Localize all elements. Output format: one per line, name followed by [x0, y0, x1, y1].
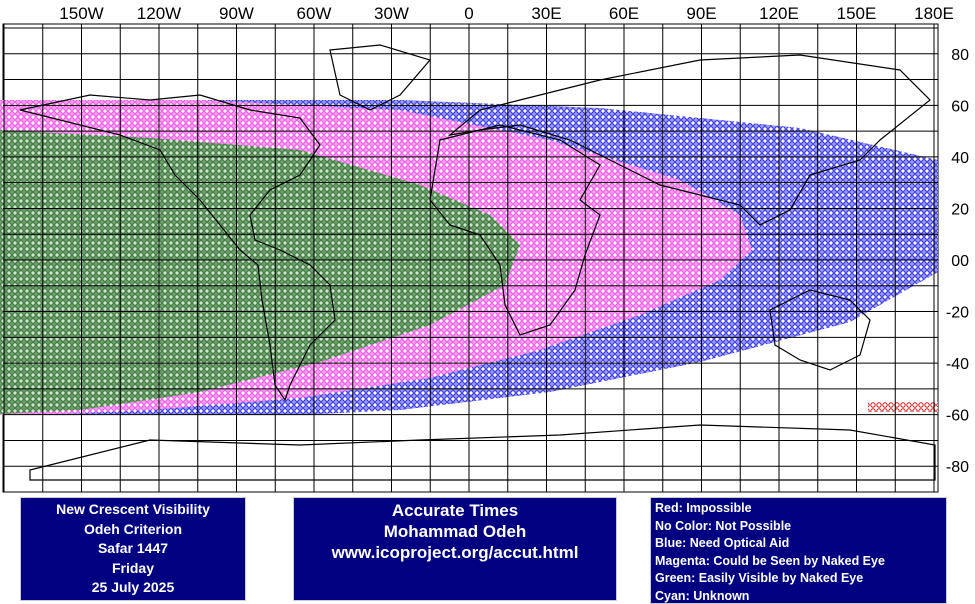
title-line: Safar 1447 — [97, 540, 169, 556]
legend-entry: Green: Easily Visible by Naked Eye — [655, 571, 864, 586]
latitude-label: -40 — [946, 356, 969, 373]
graticule — [3, 24, 938, 493]
longitude-labels: 150W 120W 90W 60W 30W 0 30E 60E 90E 120E 150E 180E — [59, 4, 954, 23]
title-line: 25 July 2025 — [91, 579, 175, 595]
legend-entry: Cyan: Unknown — [655, 588, 750, 603]
latitude-label: -60 — [946, 408, 969, 425]
latitude-label: 00 — [951, 253, 969, 270]
latitude-labels: 80 60 40 20 00 -20 -40 -60 -80 — [946, 47, 969, 476]
longitude-label: 150E — [837, 4, 877, 23]
latitude-label: 20 — [951, 201, 969, 218]
longitude-label: 120E — [759, 4, 799, 23]
title-panel: New Crescent Visibility Odeh Criterion Saf… — [20, 497, 246, 601]
visibility-map: 150W 120W 90W 60W 30W 0 30E 60E 90E 120E 150E 180E … — [0, 4, 969, 493]
credit-line: Mohammad Odeh — [383, 522, 527, 541]
impossible-zone — [868, 402, 938, 412]
longitude-label: 60E — [609, 4, 639, 23]
longitude-label: 0 — [464, 4, 473, 23]
longitude-label: 60W — [297, 4, 332, 23]
credit-line: www.icoproject.org/accut.html — [331, 543, 579, 562]
coastlines — [19, 44, 936, 481]
credit-line: Accurate Times — [391, 501, 519, 520]
longitude-label: 90W — [219, 4, 254, 23]
easily-visible-zone — [0, 130, 520, 414]
longitude-label: 150W — [59, 4, 103, 23]
latitude-label: -20 — [946, 305, 969, 322]
longitude-label: 120W — [137, 4, 181, 23]
legend-entry: Magenta: Could be Seen by Naked Eye — [655, 553, 885, 568]
latitude-label: -80 — [946, 459, 969, 476]
longitude-label: 30W — [374, 4, 409, 23]
legend-entry: No Color: Not Possible — [655, 518, 792, 533]
title-line: Friday — [111, 559, 154, 576]
title-line: Odeh Criterion — [83, 520, 182, 537]
longitude-label: 30E — [531, 4, 561, 23]
title-line: New Crescent Visibility — [56, 501, 210, 517]
longitude-label: 180E — [914, 4, 954, 23]
credits-panel: Accurate Times Mohammad Odeh www.icoprojec… — [293, 497, 617, 601]
latitude-label: 80 — [951, 47, 969, 64]
legend-entry: Red: Impossible — [655, 501, 752, 515]
latitude-label: 40 — [951, 150, 969, 167]
latitude-label: 60 — [951, 98, 969, 115]
longitude-label: 90E — [686, 4, 716, 23]
legend-entry: Blue: Need Optical Aid — [655, 536, 790, 551]
legend-panel: Red: Impossible No Color: Not Possible Blu… — [650, 497, 947, 604]
